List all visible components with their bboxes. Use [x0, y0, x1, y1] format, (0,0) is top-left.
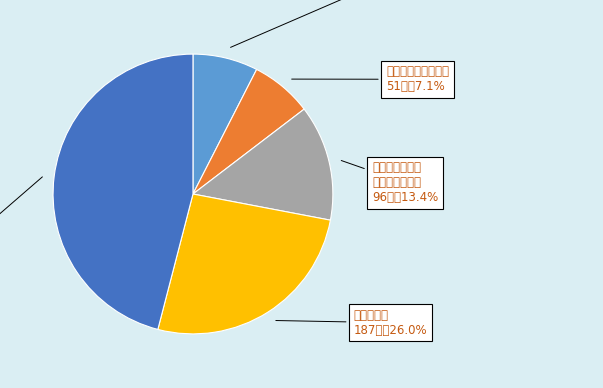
- Wedge shape: [193, 109, 333, 220]
- Text: 分からない
330社、46.0%: 分からない 330社、46.0%: [0, 177, 42, 317]
- Wedge shape: [53, 54, 193, 329]
- Wedge shape: [193, 69, 304, 194]
- Text: プラス・マイナ
スの影響がある
96社、13.4%: プラス・マイナ スの影響がある 96社、13.4%: [341, 161, 438, 204]
- Text: マイナスの影響がある
54社、7.5%: マイナスの影響がある 54社、7.5%: [230, 0, 428, 47]
- Text: プラスの影響がある
51社、7.1%: プラスの影響がある 51社、7.1%: [292, 65, 449, 93]
- Wedge shape: [193, 54, 257, 194]
- Wedge shape: [158, 194, 330, 334]
- Text: 影響はない
187社、26.0%: 影響はない 187社、26.0%: [276, 309, 428, 337]
